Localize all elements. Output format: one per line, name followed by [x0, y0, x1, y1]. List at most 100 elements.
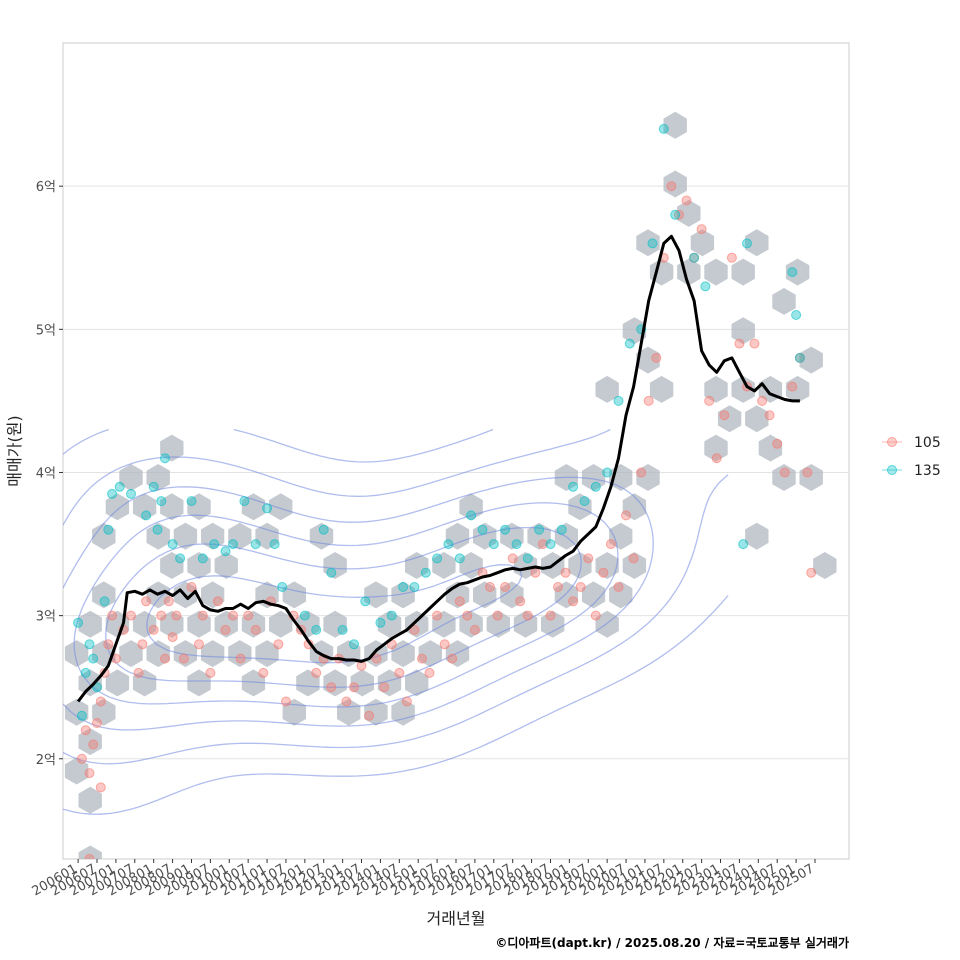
point-105: [749, 338, 760, 349]
point-105: [228, 610, 238, 621]
point-135: [197, 553, 208, 564]
hexbin-cell: [405, 669, 429, 697]
point-105: [711, 453, 722, 464]
hexbin-cell: [595, 375, 619, 403]
y-tick-label: 6억: [36, 180, 56, 195]
point-135: [84, 639, 95, 650]
point-105: [156, 610, 167, 621]
point-135: [624, 338, 635, 349]
point-105: [757, 395, 768, 406]
hexbin-cell: [201, 581, 225, 609]
point-105: [394, 667, 405, 678]
point-105: [575, 582, 586, 592]
trend-line-layer: [76, 234, 800, 703]
point-105: [454, 596, 465, 607]
point-135: [443, 539, 454, 550]
hexbin-cell: [146, 640, 170, 668]
hexbin-cell: [473, 522, 497, 550]
hexbin-cell: [745, 522, 769, 550]
x-axis: 2006012006072007012007072008012008072009…: [30, 859, 817, 899]
point-135: [670, 209, 681, 220]
hexbin-cell: [391, 581, 415, 609]
hexbin-cell: [785, 375, 810, 403]
hexbin-cell: [187, 610, 211, 638]
hexbin-cell: [146, 522, 170, 550]
y-tick-label: 4억: [36, 466, 56, 481]
point-105: [696, 224, 707, 235]
legend-item-105: 105: [882, 435, 941, 451]
hexbin-cell: [323, 610, 347, 638]
point-105: [401, 696, 412, 707]
hexbin-cell: [704, 434, 728, 462]
hexbin-cell: [105, 669, 130, 697]
hexbin-cell: [459, 552, 483, 579]
point-105: [84, 854, 95, 859]
point-135: [477, 524, 488, 535]
hexbin-cell: [785, 258, 810, 286]
point-135: [239, 496, 250, 507]
hexbin-cell: [609, 581, 633, 609]
point-105: [92, 718, 102, 728]
hexbin-cell: [500, 581, 524, 609]
point-105: [447, 653, 458, 664]
hexbin-cell: [432, 552, 456, 579]
legend-label-105: 105: [914, 435, 941, 451]
hexbin-cell: [445, 522, 470, 550]
point-135: [299, 610, 310, 621]
point-135: [432, 553, 443, 564]
hexbin-cell: [214, 552, 238, 579]
point-135: [107, 488, 118, 499]
hexbin-cell: [241, 669, 266, 697]
point-135: [590, 481, 601, 492]
hexbin-cell: [731, 258, 755, 286]
point-105: [371, 653, 382, 664]
point-105: [220, 624, 231, 635]
point-105: [666, 181, 677, 192]
hexbin-cell: [92, 522, 116, 550]
point-105: [107, 610, 118, 621]
point-105: [349, 682, 359, 693]
point-105: [492, 610, 503, 621]
point-105: [734, 338, 745, 349]
point-105: [84, 768, 95, 779]
hexbin-cell: [731, 317, 755, 345]
density-contour: [63, 428, 729, 815]
point-105: [364, 710, 375, 721]
hexbin-cell: [255, 640, 279, 668]
point-105: [583, 553, 594, 564]
point-105: [311, 667, 322, 678]
point-105: [605, 539, 616, 550]
point-135: [167, 539, 178, 550]
hexbin-cell: [323, 552, 347, 579]
hexbin-cell: [745, 229, 769, 257]
hexbin-cell: [282, 581, 306, 609]
scatter-points: [73, 123, 817, 859]
trend-line: [76, 234, 800, 703]
legend: 105 135: [882, 435, 941, 479]
hexbin-cell: [595, 552, 619, 579]
point-105: [772, 438, 783, 449]
point-135: [613, 395, 624, 406]
point-135: [76, 710, 87, 721]
density-contours: [63, 428, 729, 815]
hexbin-cell: [622, 493, 647, 521]
point-105: [212, 596, 223, 607]
legend-label-135: 135: [914, 463, 941, 479]
y-tick-label: 5억: [36, 323, 56, 338]
point-105: [379, 682, 390, 693]
point-135: [114, 481, 125, 492]
point-135: [360, 596, 371, 607]
hexbin-cell: [568, 493, 592, 521]
hexbin-cell: [704, 258, 728, 286]
hexbin-cell: [418, 640, 442, 668]
point-105: [160, 653, 170, 664]
hexbin-cell: [78, 786, 102, 814]
point-135: [318, 524, 329, 535]
point-105: [530, 567, 541, 578]
point-105: [235, 653, 246, 664]
hexbin-cell: [146, 464, 170, 491]
hexbin-cell: [160, 434, 184, 462]
point-135: [103, 524, 114, 535]
point-105: [126, 610, 136, 621]
hexbin-cell: [241, 610, 266, 638]
